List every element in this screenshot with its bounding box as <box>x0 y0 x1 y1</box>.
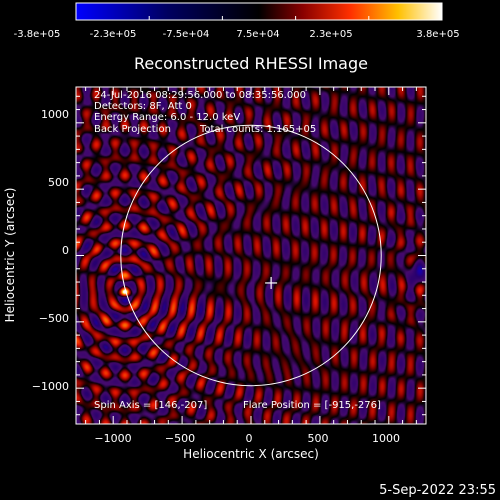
y-tick-label-4: 1000 <box>41 108 69 121</box>
axis-ticks <box>76 87 426 424</box>
annotation-time-range: 24-Jul-2016 08:29:56.000 to 08:35:56.000 <box>94 90 306 101</box>
annotation-spin-axis: Spin Axis = [146,-207] <box>94 400 207 411</box>
y-tick-label-2: 0 <box>62 244 69 257</box>
disk-center-marker <box>265 276 278 289</box>
colorbar-tick-label-4: 2.3e+05 <box>309 29 352 40</box>
colorbar <box>75 2 443 21</box>
footer-date: 5-Sep-2022 23:55 <box>379 483 496 498</box>
chart-title: Reconstructed RHESSI Image <box>134 54 368 73</box>
colorbar-tick-label-2: -7.5e+04 <box>163 29 210 40</box>
annotation-detectors: Detectors: 8F, Att 0 <box>94 101 192 112</box>
annotation-energy: Energy Range: 6.0 - 12.0 keV <box>94 112 240 123</box>
x-tick-label-0: −1000 <box>94 432 131 445</box>
colorbar-tick-label-3: 7.5e+04 <box>236 29 279 40</box>
x-tick-label-4: 1000 <box>372 432 400 445</box>
colorbar-tick-label-0: -3.8e+05 <box>14 29 61 40</box>
annotation-method: Back Projection <box>94 124 171 135</box>
x-tick-label-1: −500 <box>165 432 195 445</box>
y-tick-label-0: −1000 <box>32 380 69 393</box>
annotation-flare-position: Flare Position = [-915,-276] <box>243 400 381 411</box>
colorbar-ticks <box>75 16 443 20</box>
y-tick-label-3: 500 <box>48 176 69 189</box>
x-axis-title: Heliocentric X (arcsec) <box>183 447 319 461</box>
y-tick-label-1: −500 <box>39 312 69 325</box>
colorbar-tick-label-5: 3.8e+05 <box>416 29 459 40</box>
x-tick-label-3: 500 <box>308 432 329 445</box>
solar-limb-circle <box>120 124 382 387</box>
y-axis-title: Heliocentric Y (arcsec) <box>3 188 17 323</box>
annotation-counts: Total counts: 1.165+05 <box>199 124 316 135</box>
plot-image-area <box>76 87 426 424</box>
x-tick-label-2: 0 <box>246 432 253 445</box>
colorbar-tick-label-1: -2.3e+05 <box>90 29 137 40</box>
heatmap-image <box>76 87 426 424</box>
